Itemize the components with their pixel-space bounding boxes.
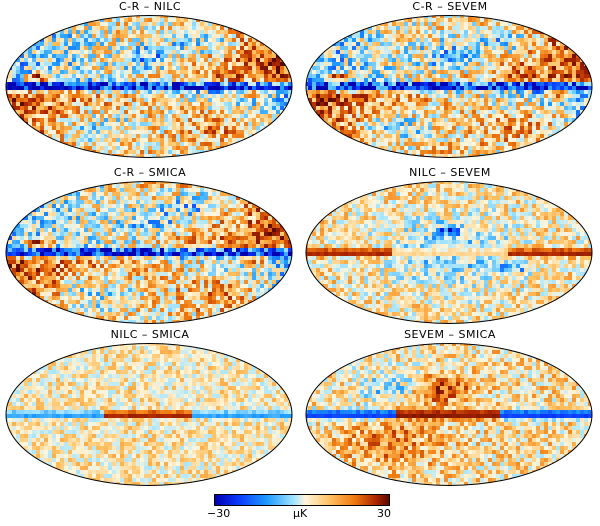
map-panel-nilc-smica: NILC – SMICA [0,328,300,488]
colorbar: −30 µK 30 [207,494,391,524]
panel-title: NILC – SMICA [110,328,190,341]
sky-map [305,181,593,324]
panel-title: C-R – SMICA [113,166,187,179]
colorbar-gradient [214,494,390,506]
map-panel-cr-sevem: C-R – SEVEM [300,0,600,160]
panel-title: SEVEM – SMICA [404,328,496,341]
sky-map [305,343,593,486]
map-panel-cr-smica: C-R – SMICA [0,166,300,326]
panel-title: C-R – NILC [118,0,182,13]
sky-map [305,15,593,158]
map-panel-cr-nilc: C-R – NILC [0,0,300,160]
sky-map [5,343,293,486]
colorbar-unit-label: µK [293,507,308,520]
map-panel-sevem-smica: SEVEM – SMICA [300,328,600,488]
colorbar-min-label: −30 [207,507,231,520]
panel-title: NILC – SEVEM [409,166,491,179]
map-panel-nilc-sevem: NILC – SEVEM [300,166,600,326]
panel-title: C-R – SEVEM [412,0,488,13]
sky-map [5,181,293,324]
colorbar-max-label: 30 [377,507,391,520]
sky-map [5,15,293,158]
